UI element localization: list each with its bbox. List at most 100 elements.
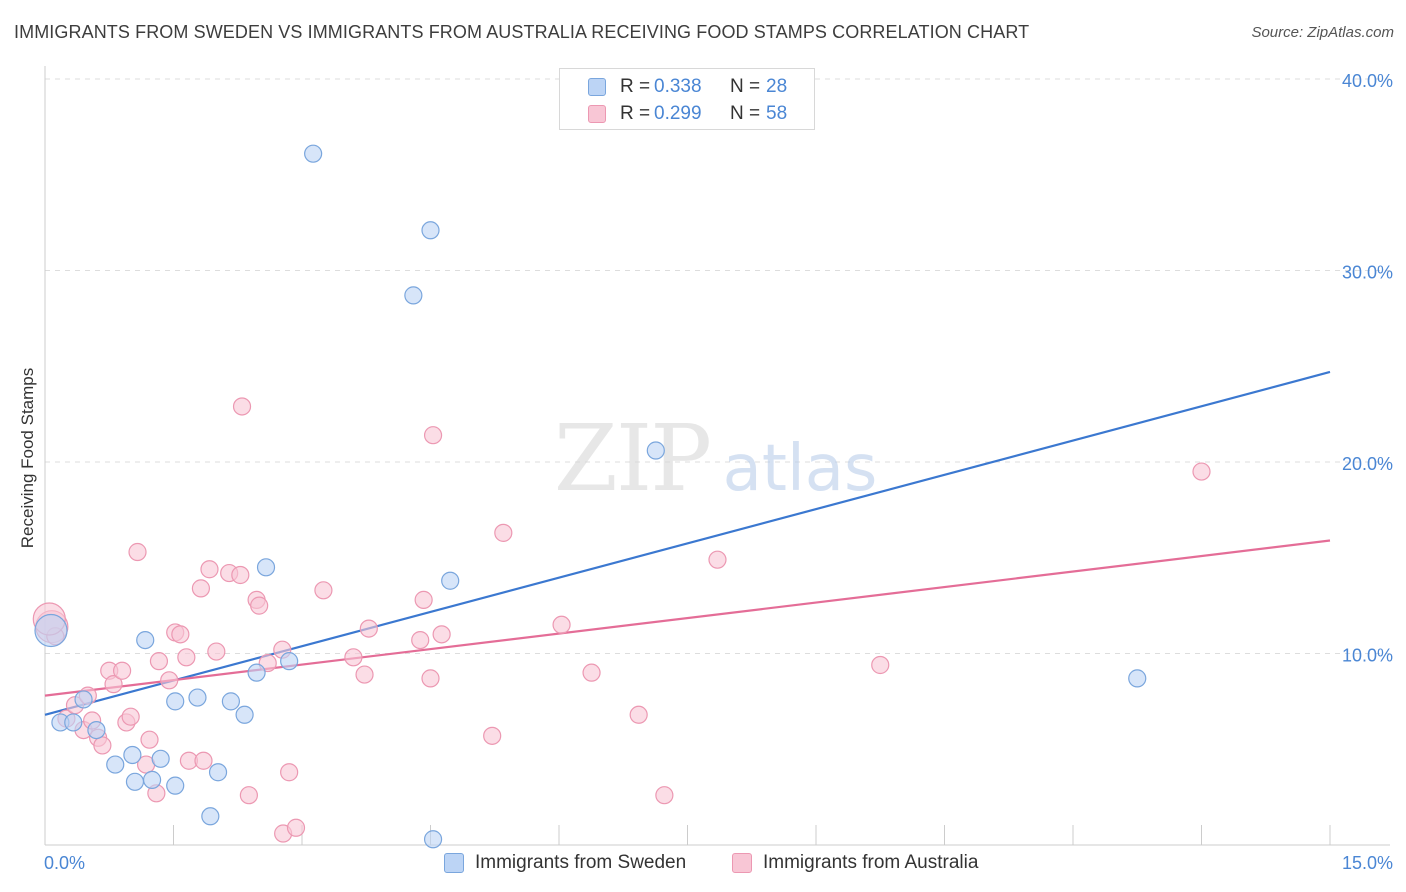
point-sweden-2 xyxy=(64,713,83,732)
x-tick-label-max: 15.0% xyxy=(1342,853,1393,873)
y-axis-label: Receiving Food Stamps xyxy=(18,368,37,548)
watermark: ZIP atlas xyxy=(554,405,877,512)
point-australia-26 xyxy=(200,560,219,579)
point-australia-25 xyxy=(194,751,213,770)
point-sweden-27 xyxy=(1128,669,1147,688)
point-australia-18 xyxy=(149,652,169,671)
point-sweden-16 xyxy=(221,692,240,711)
point-australia-45 xyxy=(421,669,440,688)
n-label: N = xyxy=(730,76,761,97)
y-tick-labels: 10.0% 20.0% 30.0% 40.0% xyxy=(1342,71,1393,666)
point-australia-52 xyxy=(629,705,648,724)
point-australia-38 xyxy=(286,818,306,837)
point-sweden-3 xyxy=(74,690,93,709)
n-value: 28 xyxy=(766,76,788,97)
point-australia-29 xyxy=(231,565,250,585)
point-australia-39 xyxy=(314,581,333,600)
source-label: Source: ZipAtlas.com xyxy=(1251,24,1394,41)
point-australia-8 xyxy=(93,736,112,755)
r-value: 0.299 xyxy=(654,103,702,124)
point-sweden-13 xyxy=(188,688,207,707)
point-australia-19 xyxy=(160,671,179,690)
point-sweden-24 xyxy=(423,830,443,849)
point-australia-13 xyxy=(121,707,140,726)
sweden-swatch xyxy=(444,853,464,873)
point-australia-54 xyxy=(708,550,727,569)
y-tick-label-2: 30.0% xyxy=(1342,263,1393,283)
point-australia-48 xyxy=(483,726,502,745)
point-sweden-21 xyxy=(304,144,323,163)
point-sweden-8 xyxy=(136,630,155,650)
point-australia-51 xyxy=(582,663,601,682)
point-australia-53 xyxy=(655,786,674,805)
watermark-atlas: atlas xyxy=(723,432,878,506)
point-australia-55 xyxy=(871,655,890,675)
chart-title: IMMIGRANTS FROM SWEDEN VS IMMIGRANTS FRO… xyxy=(14,22,1030,42)
x-tick-label-min: 0.0% xyxy=(44,853,85,873)
point-australia-10 xyxy=(104,675,123,694)
point-australia-43 xyxy=(411,630,430,650)
point-australia-30 xyxy=(232,397,252,416)
point-australia-47 xyxy=(432,625,451,644)
point-australia-14 xyxy=(128,542,147,562)
legend-row-sweden: R = 0.338 N = 28 xyxy=(560,74,814,100)
point-australia-21 xyxy=(171,625,190,644)
y-tick-label-0: 10.0% xyxy=(1342,646,1393,666)
point-sweden-18 xyxy=(247,663,266,682)
point-sweden-12 xyxy=(166,692,185,711)
point-sweden-20 xyxy=(280,652,299,671)
point-australia-42 xyxy=(359,619,378,638)
australia-swatch xyxy=(588,105,606,123)
point-sweden-7 xyxy=(125,772,145,791)
y-tick-label-1: 20.0% xyxy=(1342,454,1393,474)
data-points xyxy=(32,144,1211,849)
point-sweden-0 xyxy=(34,613,68,648)
point-sweden-6 xyxy=(123,745,142,765)
point-sweden-26 xyxy=(646,441,665,460)
point-sweden-22 xyxy=(404,286,423,305)
point-sweden-5 xyxy=(106,755,125,774)
n-label: N = xyxy=(730,103,761,124)
legend-label-australia: Immigrants from Australia xyxy=(763,852,979,873)
axes xyxy=(44,66,1390,846)
point-australia-50 xyxy=(552,615,571,634)
australia-swatch xyxy=(732,853,752,873)
point-australia-56 xyxy=(1192,462,1211,481)
point-sweden-23 xyxy=(421,221,440,240)
point-australia-24 xyxy=(191,579,211,598)
point-sweden-14 xyxy=(201,807,220,826)
point-sweden-9 xyxy=(142,770,162,789)
point-australia-16 xyxy=(140,730,159,749)
r-label: R = xyxy=(620,103,651,124)
point-australia-40 xyxy=(344,648,363,667)
correlation-legend: R = 0.338 N = 28 R = 0.299 N = 58 xyxy=(559,68,815,130)
point-australia-46 xyxy=(423,426,443,445)
point-australia-27 xyxy=(207,642,226,661)
legend-label-sweden: Immigrants from Sweden xyxy=(475,852,687,873)
point-australia-22 xyxy=(177,648,196,667)
x-tick-labels: 0.0% 15.0% xyxy=(44,853,1393,873)
point-sweden-10 xyxy=(151,749,170,768)
point-australia-41 xyxy=(355,665,374,684)
point-sweden-19 xyxy=(256,558,276,577)
r-value: 0.338 xyxy=(654,76,702,97)
legend-row-australia: R = 0.299 N = 58 xyxy=(560,101,814,127)
y-tick-label-3: 40.0% xyxy=(1342,71,1393,91)
point-sweden-4 xyxy=(87,720,106,740)
point-australia-37 xyxy=(280,763,299,782)
n-value: 58 xyxy=(766,103,788,124)
watermark-zip: ZIP xyxy=(554,405,710,512)
point-australia-49 xyxy=(494,523,513,542)
point-sweden-17 xyxy=(235,705,254,724)
r-label: R = xyxy=(620,76,651,97)
point-sweden-25 xyxy=(441,571,460,590)
point-sweden-15 xyxy=(208,763,228,782)
point-australia-44 xyxy=(414,590,433,609)
trendline-sweden xyxy=(44,370,1331,716)
point-australia-31 xyxy=(239,786,258,805)
point-sweden-11 xyxy=(166,776,185,795)
point-australia-33 xyxy=(250,596,269,615)
point-australia-11 xyxy=(112,661,132,680)
sweden-swatch xyxy=(588,78,606,96)
